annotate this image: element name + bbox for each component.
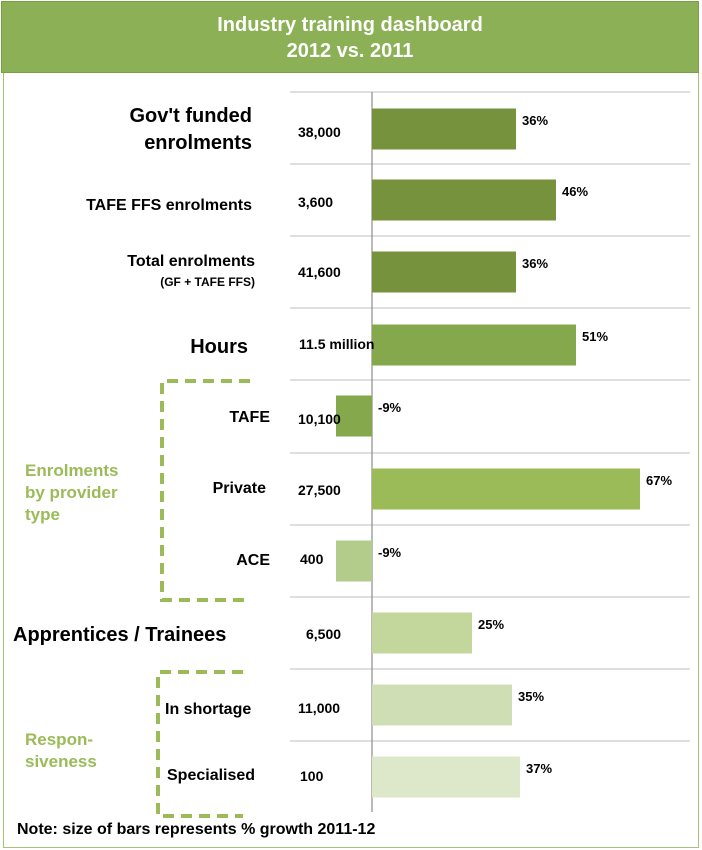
bar [372,108,516,150]
row-value-total-enrolments: 41,600 [298,264,341,280]
row-value-private: 27,500 [298,482,341,498]
provider-type-bracket [160,379,250,602]
responsiveness-bracket [156,670,243,818]
dashboard-subtitle: 2012 vs. 2011 [286,40,414,62]
bar [372,179,556,221]
dashboard-header: Industry training dashboard 2012 vs. 201… [1,1,699,73]
bar-data-label: 46% [562,184,588,199]
row-sublabel-total-enrolments: (GF + TAFE FFS) [160,275,255,289]
group-label-provider-type: Enrolments by provider type [25,461,119,524]
row-value-ace: 400 [300,551,324,567]
row-value-specialised: 100 [300,768,324,784]
bar [336,395,372,437]
bar-data-label: 37% [526,761,552,776]
bar [372,756,520,798]
bar-data-label: 25% [478,617,504,632]
bar-data-label: 51% [582,329,608,344]
bar [372,684,512,726]
row-label-in-shortage: In shortage [165,701,252,718]
row-value-apprentices: 6,500 [306,626,342,642]
row-label-hours: Hours [190,336,248,358]
bar [372,324,576,366]
bar [372,251,516,293]
row-label-tafe-ffs: TAFE FFS enrolments [86,197,252,214]
bar [372,612,472,654]
dashboard-frame [3,73,699,848]
row-value-tafe-ffs: 3,600 [298,194,334,210]
row-label-total-enrolments: Total enrolments [127,253,255,270]
row-label-specialised: Specialised [167,767,256,784]
footnote: Note: size of bars represents % growth 2… [17,821,376,838]
row-value-tafe: 10,100 [298,411,341,427]
bar [336,540,372,582]
row-value-in-shortage: 11,000 [298,700,341,716]
group-label-responsiveness: Respon- siveness [25,730,97,771]
bar-data-label: 35% [518,689,544,704]
row-label-govt-funded: Gov't funded enrolments [129,105,252,154]
bar-data-label: -9% [378,545,402,560]
bar-data-label: -9% [378,400,402,415]
row-value-govt-funded: 38,000 [298,124,341,140]
row-label-private: Private [212,480,266,497]
dashboard-title: Industry training dashboard [217,14,483,36]
row-label-ace: ACE [236,552,270,569]
bar-data-label: 67% [646,473,672,488]
bar-data-label: 36% [522,256,548,271]
bar-data-label: 36% [522,113,548,128]
row-label-apprentices: Apprentices / Trainees [13,624,227,646]
bar [372,468,640,510]
row-label-tafe: TAFE [229,409,270,426]
row-value-hours: 11.5 million [299,336,375,352]
